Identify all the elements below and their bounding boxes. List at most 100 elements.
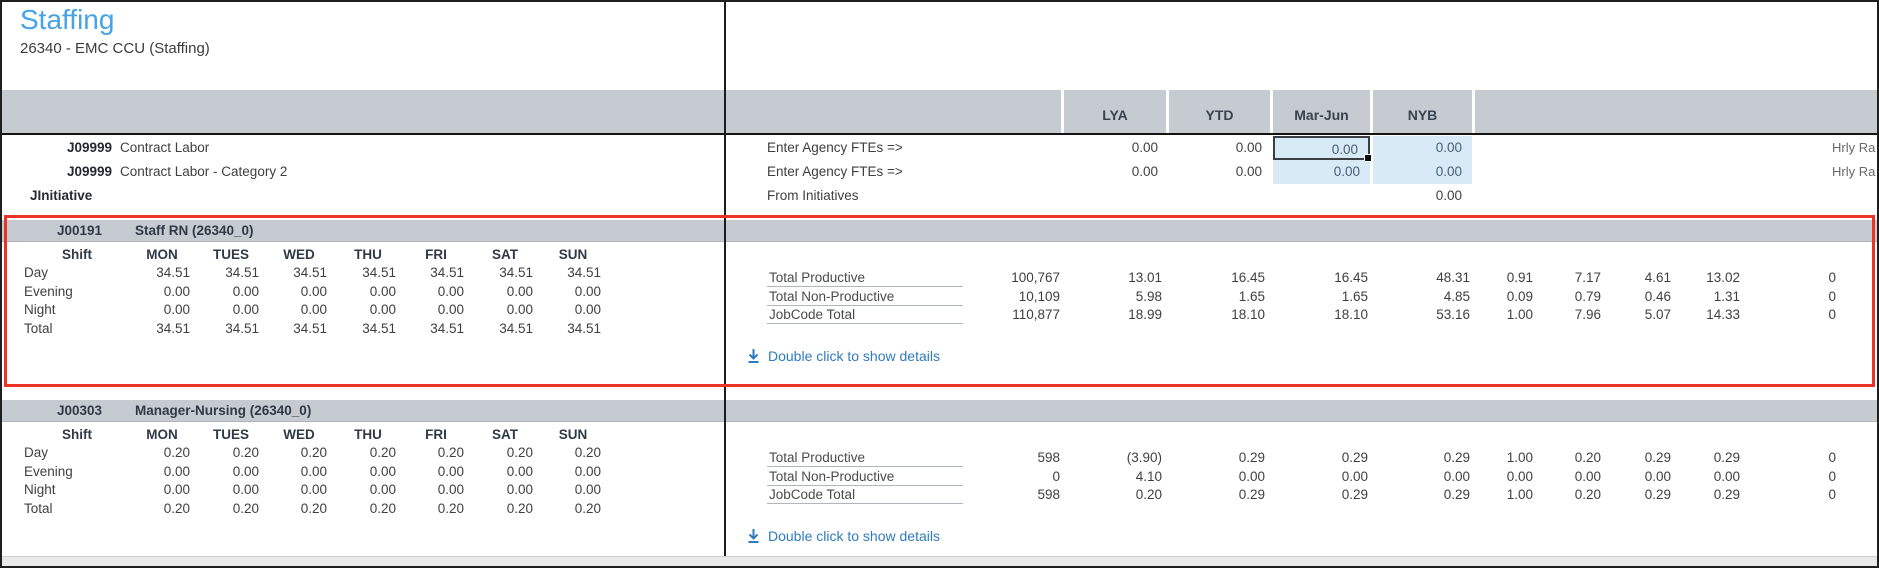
agency-lya-value: 0.00: [1131, 164, 1158, 179]
shift-value-cell: 0.20: [163, 445, 190, 460]
shift-value-cell: 34.51: [225, 320, 259, 336]
totals-value-cell: 0: [1828, 270, 1836, 285]
totals-row-label: Total Productive: [767, 449, 963, 467]
jobcode-label: J09999: [66, 140, 112, 155]
agency-mar-jun-value: 0.00: [1331, 142, 1358, 157]
shift-value-cell: 0.00: [369, 302, 396, 318]
totals-value-cell: 1.65: [1341, 288, 1368, 304]
totals-value-cell: 0.29: [1443, 450, 1470, 465]
totals-value-cell: 0: [1828, 450, 1836, 465]
shift-value-cell: 34.51: [430, 265, 464, 280]
totals-value-cell: 0.29: [1644, 450, 1671, 465]
shift-row-label: Night: [24, 482, 56, 498]
column-header-lya: LYA: [1102, 107, 1128, 123]
shift-value-cell: 0.00: [506, 463, 533, 479]
jobcode-title: Manager-Nursing (26340_0): [135, 403, 312, 418]
agency-lya-value: 0.00: [1131, 140, 1158, 155]
show-details-text: Double click to show details: [768, 348, 940, 364]
agency-mar-jun-input[interactable]: 0.00: [1273, 160, 1370, 184]
shift-row-label: Evening: [24, 463, 73, 479]
column-header-mar-jun: Mar-Jun: [1294, 107, 1349, 123]
shift-value-cell: 0.00: [369, 463, 396, 479]
totals-value-cell: 1.00: [1506, 307, 1533, 323]
shift-value-cell: 0.20: [232, 500, 259, 516]
agency-action-label: Enter Agency FTEs =>: [767, 140, 903, 155]
totals-value-cell: 0.29: [1238, 450, 1265, 465]
day-column-header-tues: TUES: [212, 247, 249, 262]
show-details-text: Double click to show details: [768, 528, 940, 544]
day-column-header-tues: TUES: [212, 427, 249, 442]
totals-value-cell: 0.00: [1238, 468, 1265, 484]
shift-value-cell: 0.00: [506, 283, 533, 299]
jobcode-band-j00303[interactable]: J00303 Manager-Nursing (26340_0): [2, 400, 1877, 422]
shift-value-cell: 34.51: [430, 320, 464, 336]
shift-value-cell: 0.00: [437, 482, 464, 498]
jobcode: J00303: [57, 403, 103, 418]
totals-value-cell: 7.96: [1574, 307, 1601, 323]
column-divider: [1061, 90, 1064, 134]
totals-row-label: Total Productive: [767, 269, 963, 287]
totals-value-cell: 13.02: [1706, 270, 1740, 285]
shift-value-cell: 0.20: [506, 445, 533, 460]
jobcode-band-j00191[interactable]: J00191 Staff RN (26340_0): [2, 220, 1877, 242]
day-column-header-wed: WED: [283, 247, 315, 262]
shift-value-cell: 0.20: [369, 445, 396, 460]
show-details-link[interactable]: Double click to show details: [747, 526, 940, 546]
day-column-header-fri: FRI: [425, 427, 447, 442]
shift-value-cell: 34.51: [567, 320, 601, 336]
totals-value-cell: 1.00: [1506, 450, 1533, 465]
bottom-scrollbar-track[interactable]: [2, 556, 1877, 566]
page-subtitle: 26340 - EMC CCU (Staffing): [20, 40, 210, 57]
totals-value-cell: 598: [1037, 487, 1060, 503]
totals-value-cell: 0.20: [1574, 450, 1601, 465]
shift-column-header: Shift: [62, 427, 92, 442]
jobcode-label: J09999: [66, 164, 112, 179]
shift-row-label: Total: [24, 320, 53, 336]
totals-value-cell: 7.17: [1574, 270, 1601, 285]
shift-row-label: Total: [24, 500, 53, 516]
totals-value-cell: 5.98: [1135, 288, 1162, 304]
shift-value-cell: 34.51: [362, 320, 396, 336]
day-column-header-sun: SUN: [558, 427, 588, 442]
totals-value-cell: 4.61: [1644, 270, 1671, 285]
day-column-header-sat: SAT: [492, 247, 518, 262]
shift-value-cell: 34.51: [567, 265, 601, 280]
totals-value-cell: 0.91: [1506, 270, 1533, 285]
totals-value-cell: 0.20: [1135, 487, 1162, 503]
jobcode-label: JInitiative: [30, 188, 93, 203]
shift-value-cell: 0.20: [574, 500, 601, 516]
totals-value-cell: 16.45: [1334, 270, 1368, 285]
totals-value-cell: 100,767: [1011, 270, 1060, 285]
totals-value-cell: 10,109: [1018, 288, 1060, 304]
shift-value-cell: 34.51: [293, 320, 327, 336]
agency-nyb-input[interactable]: 0.00: [1373, 136, 1472, 160]
totals-value-cell: 0: [1052, 468, 1060, 484]
shift-value-cell: 0.00: [232, 302, 259, 318]
shift-value-cell: 0.20: [506, 500, 533, 516]
shift-row-label: Night: [24, 302, 56, 318]
totals-value-cell: 0.09: [1506, 288, 1533, 304]
hourly-rate-note: Hrly Ra: [1832, 164, 1876, 179]
initiatives-nyb-value: 0.00: [1435, 188, 1462, 203]
column-header-ytd: YTD: [1205, 107, 1234, 123]
day-column-header-thu: THU: [354, 247, 382, 262]
agency-mar-jun-input-selected[interactable]: 0.00: [1273, 136, 1372, 162]
day-column-header-wed: WED: [283, 427, 315, 442]
totals-value-cell: 0.00: [1644, 468, 1671, 484]
totals-value-cell: 110,877: [1012, 307, 1060, 323]
totals-value-cell: 14.33: [1706, 307, 1740, 323]
jobcode: J00191: [57, 223, 103, 238]
shift-value-cell: 34.51: [225, 265, 259, 280]
totals-value-cell: 16.45: [1231, 270, 1265, 285]
column-divider: [1166, 90, 1169, 134]
column-divider: [1370, 90, 1373, 134]
agency-nyb-value: 0.00: [1435, 164, 1462, 179]
totals-value-cell: 0.29: [1341, 487, 1368, 503]
shift-value-cell: 0.00: [163, 463, 190, 479]
totals-value-cell: (3.90): [1126, 450, 1162, 465]
shift-value-cell: 0.00: [506, 302, 533, 318]
shift-value-cell: 0.00: [437, 283, 464, 299]
show-details-link[interactable]: Double click to show details: [747, 346, 940, 366]
shift-value-cell: 0.20: [437, 445, 464, 460]
agency-nyb-input[interactable]: 0.00: [1373, 160, 1472, 184]
